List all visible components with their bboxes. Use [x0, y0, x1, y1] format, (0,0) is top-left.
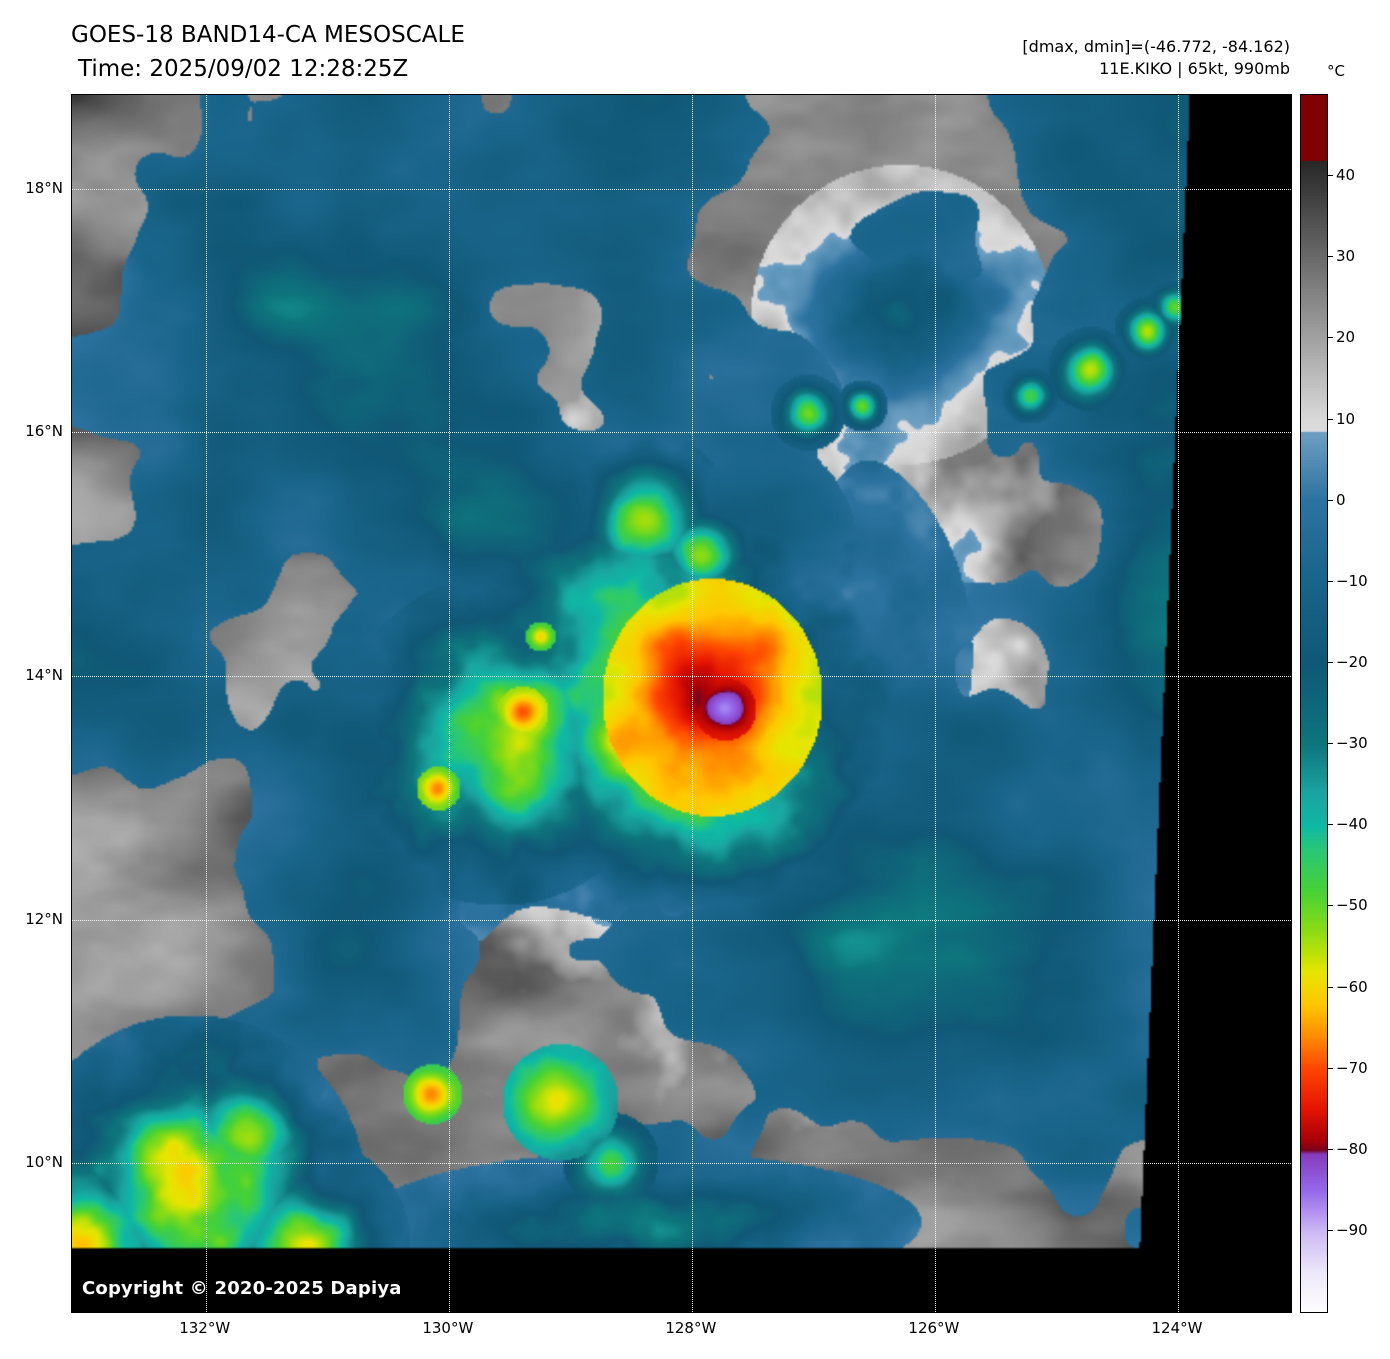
lat-tick-label: 18°N	[25, 178, 63, 197]
colorbar-tickmark	[1328, 418, 1333, 420]
colorbar-tickmark	[1328, 661, 1333, 663]
colorbar-tick-label: −30	[1336, 734, 1368, 753]
lon-tick-label: 124°W	[1151, 1319, 1203, 1337]
gridline-lat-10	[72, 1163, 1291, 1165]
colorbar-tick-label: −70	[1336, 1058, 1368, 1077]
gridline-lon-130	[448, 95, 450, 1312]
gridline-lon-128	[691, 95, 693, 1312]
gridline-lat-12	[72, 919, 1291, 921]
colorbar-tick-label: −50	[1336, 896, 1368, 915]
dmax-dmin-label: [dmax, dmin]=(-46.772, -84.162)	[1022, 37, 1290, 56]
gridline-lat-14	[72, 676, 1291, 678]
colorbar-tick-label: −60	[1336, 977, 1368, 996]
colorbar-tick-label: 10	[1336, 409, 1356, 428]
colorbar-tick-label: 20	[1336, 328, 1356, 347]
figure-timestamp: Time: 2025/09/02 12:28:25Z	[78, 56, 409, 82]
lon-tick-label: 130°W	[422, 1319, 474, 1337]
colorbar-gradient-canvas	[1301, 95, 1327, 1312]
lat-tick-label: 16°N	[25, 422, 63, 441]
colorbar-tickmark	[1328, 580, 1333, 582]
lat-tick-label: 14°N	[25, 666, 63, 685]
colorbar-tickmark	[1328, 499, 1333, 501]
colorbar-tick-label: −40	[1336, 815, 1368, 834]
colorbar-tick-label: −20	[1336, 652, 1368, 671]
lat-tick-label: 10°N	[25, 1153, 63, 1172]
gridline-lon-124	[1178, 95, 1179, 1312]
colorbar-tickmark	[1328, 824, 1333, 826]
colorbar-tickmark	[1328, 986, 1333, 988]
map-plot: Copyright © 2020-2025 Dapiya	[71, 94, 1292, 1313]
copyright-label: Copyright © 2020-2025 Dapiya	[82, 1278, 402, 1299]
gridline-lon-126	[934, 95, 936, 1312]
colorbar-tickmark	[1328, 743, 1333, 745]
colorbar-tickmark	[1328, 1148, 1333, 1150]
header-meta: [dmax, dmin]=(-46.772, -84.162) 11E.KIKO…	[1022, 36, 1290, 80]
colorbar-tick-label: −10	[1336, 571, 1368, 590]
colorbar-tickmark	[1328, 1229, 1333, 1231]
satellite-image-canvas	[72, 95, 1291, 1312]
colorbar-tickmark	[1328, 905, 1333, 907]
storm-info-label: 11E.KIKO | 65kt, 990mb	[1099, 59, 1290, 78]
colorbar	[1300, 94, 1328, 1313]
figure-title: GOES-18 BAND14-CA MESOSCALE	[71, 22, 465, 48]
colorbar-tick-label: 30	[1336, 247, 1356, 266]
lon-tick-label: 126°W	[908, 1319, 960, 1337]
colorbar-tick-label: 40	[1336, 166, 1356, 185]
colorbar-tick-label: −90	[1336, 1220, 1368, 1239]
colorbar-tickmark	[1328, 337, 1333, 339]
lon-tick-label: 132°W	[179, 1319, 231, 1337]
colorbar-tick-label: 0	[1336, 490, 1346, 509]
colorbar-unit-label: °C	[1327, 62, 1345, 80]
lon-tick-label: 128°W	[665, 1319, 717, 1337]
lat-tick-label: 12°N	[25, 909, 63, 928]
colorbar-tickmark	[1328, 256, 1333, 258]
colorbar-tick-label: −80	[1336, 1139, 1368, 1158]
colorbar-tickmark	[1328, 1067, 1333, 1069]
gridline-lat-16	[72, 432, 1291, 434]
colorbar-tickmark	[1328, 175, 1333, 177]
gridline-lat-18	[72, 188, 1291, 190]
gridline-lon-132	[205, 95, 207, 1312]
